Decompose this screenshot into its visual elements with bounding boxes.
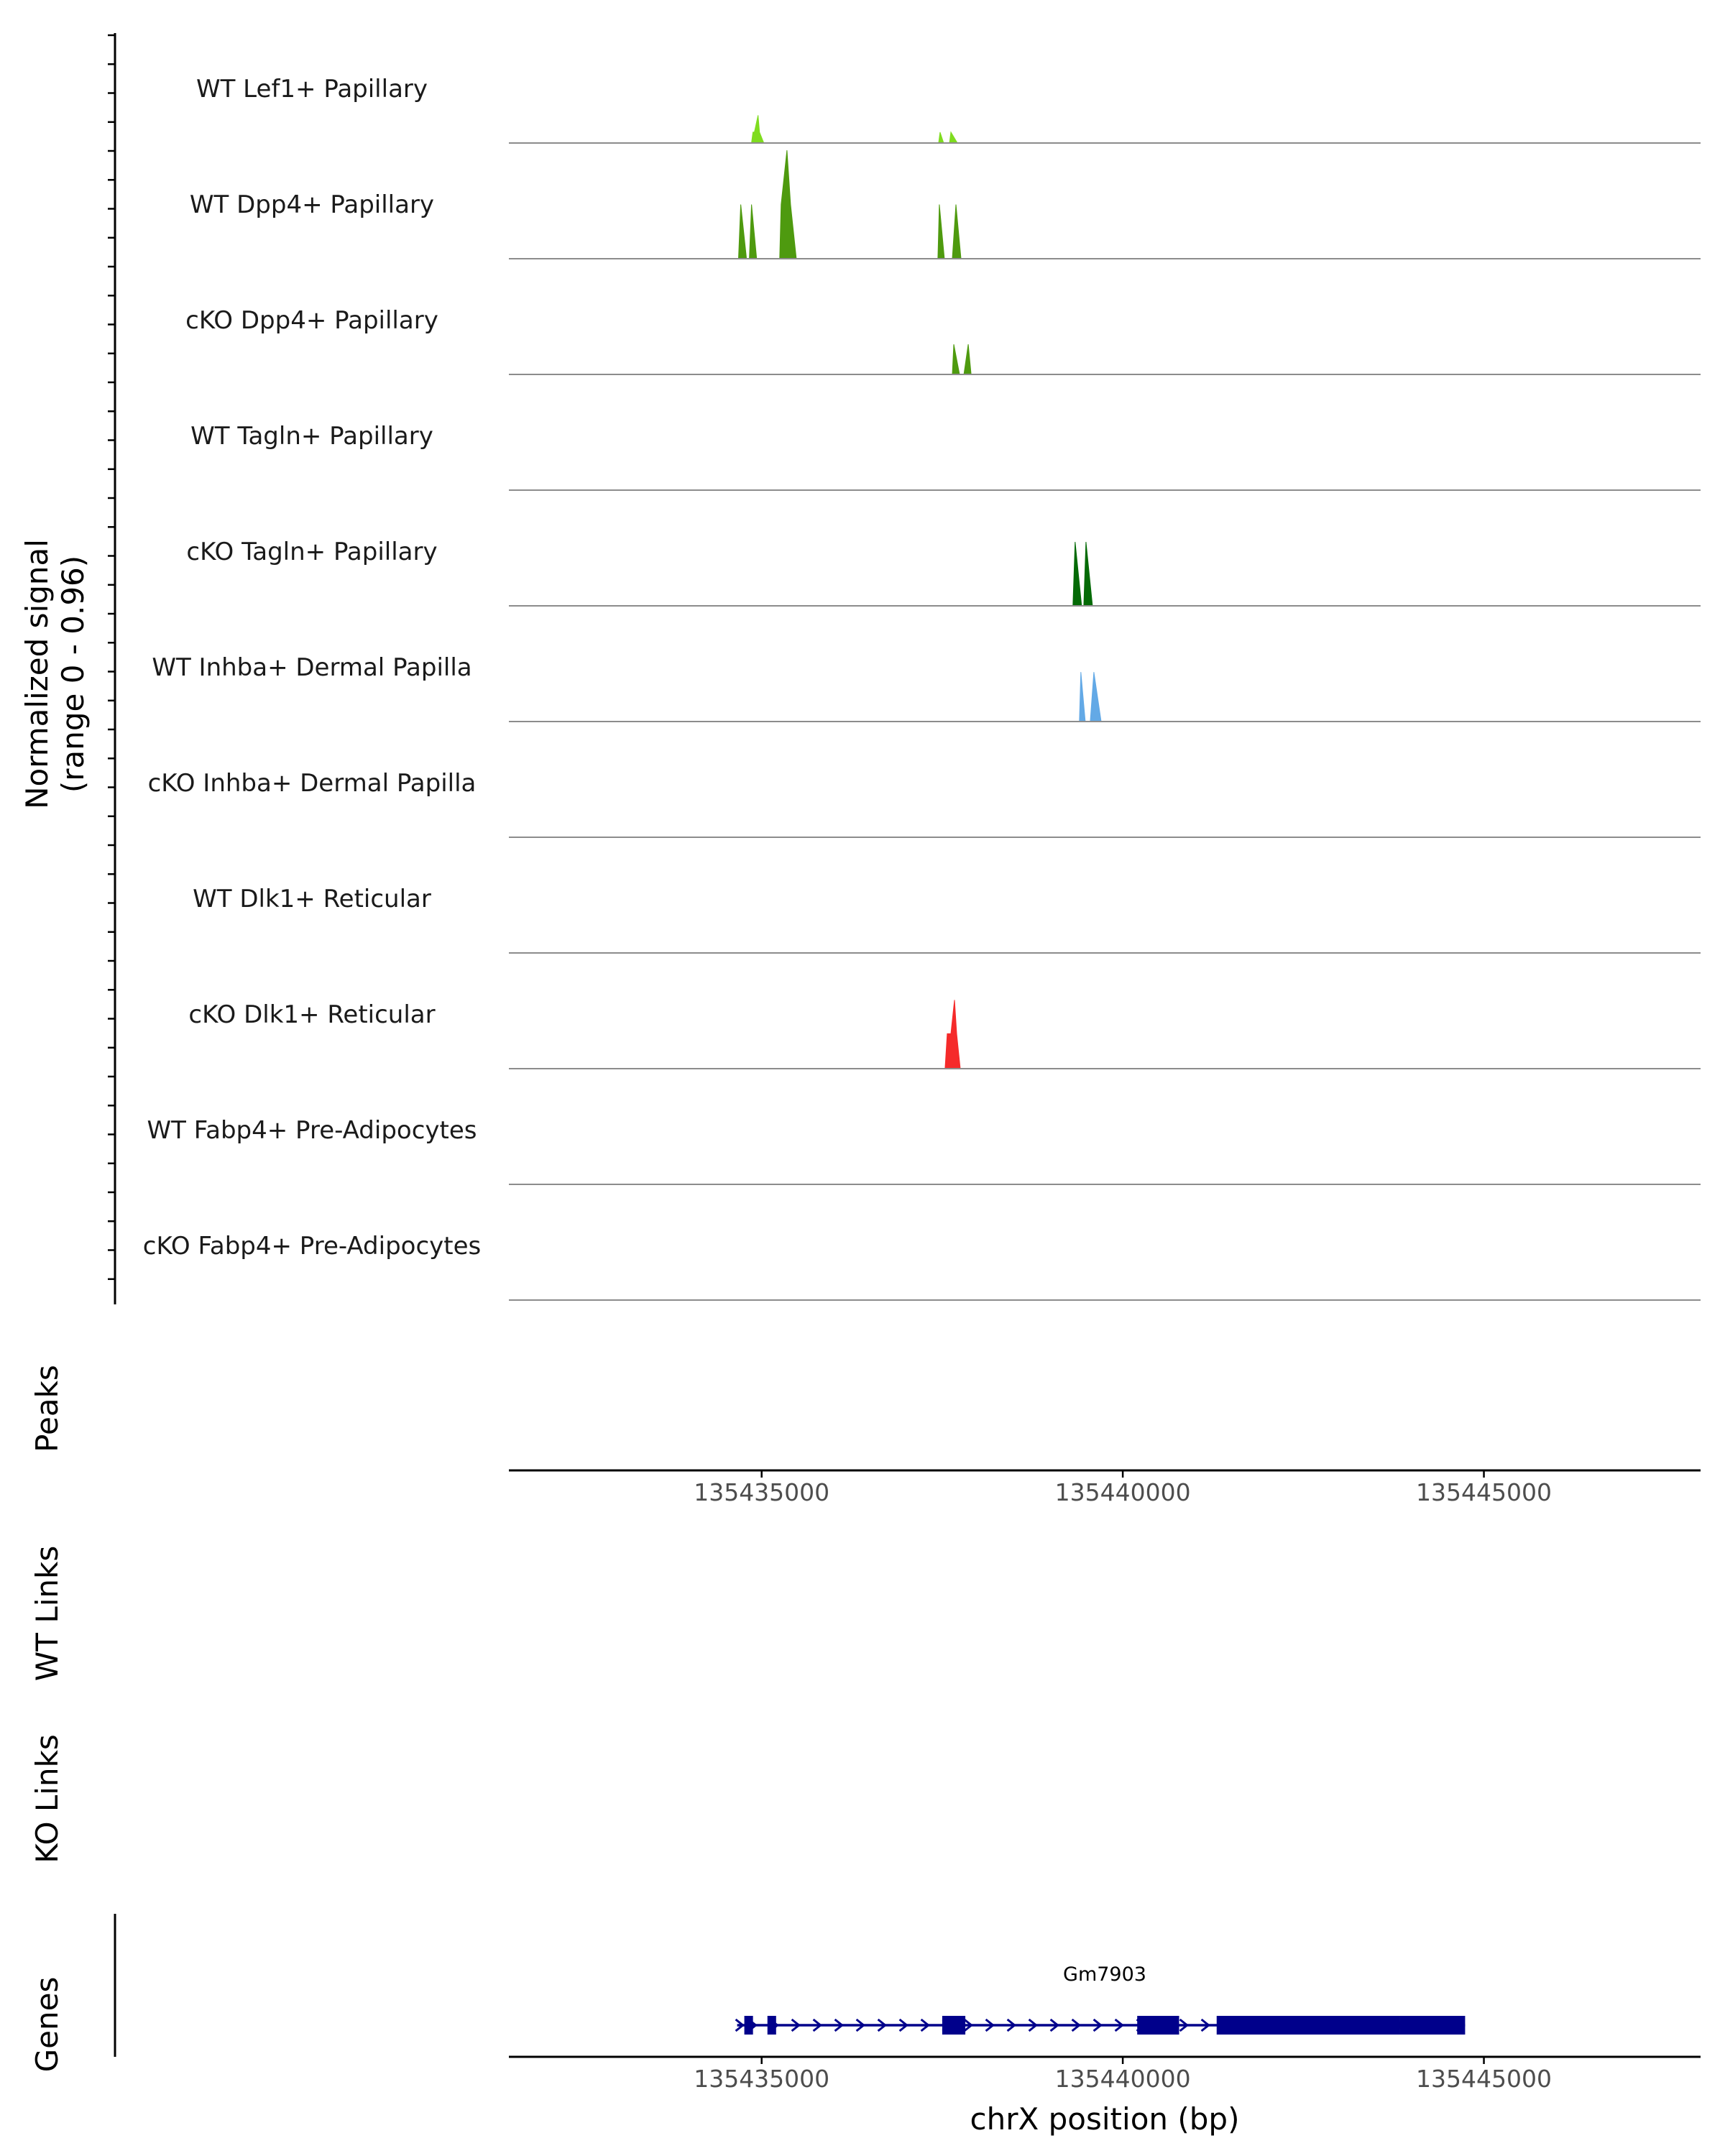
- gene-exon: [744, 2016, 753, 2035]
- track-baselines: [509, 142, 1701, 1301]
- gene-exon: [767, 2016, 776, 2035]
- coverage-peak: [1072, 542, 1093, 607]
- x-tick-label: 135440000: [1055, 2065, 1191, 2093]
- gene-model: [735, 2016, 1466, 2035]
- y-axis-label: Normalized signal (range 0 - 0.96): [19, 539, 91, 809]
- genes-x-ticks: 135435000 135440000 135445000: [694, 2057, 1552, 2093]
- ko-links-panel-label: KO Links: [29, 1734, 65, 1864]
- track-label: cKO Fabp4+ Pre-Adipocytes: [143, 1232, 482, 1261]
- strand-arrow: [1006, 2018, 1016, 2032]
- strand-arrow: [812, 2018, 822, 2032]
- strand-arrow: [898, 2018, 908, 2032]
- gene-start-marker: [735, 2018, 745, 2032]
- x-axis-title: chrX position (bp): [970, 2101, 1240, 2137]
- y-axis-title: Normalized signal: [19, 539, 55, 809]
- track-label: WT Lef1+ Papillary: [196, 75, 428, 103]
- strand-arrow: [963, 2018, 973, 2032]
- track-label: WT Dpp4+ Papillary: [190, 190, 434, 219]
- coverage-peak: [737, 204, 758, 259]
- coverage-peak: [779, 150, 797, 259]
- strand-arrow: [877, 2018, 887, 2032]
- wt-links-panel-label: WT Links: [29, 1546, 65, 1681]
- strand-arrow: [1049, 2018, 1059, 2032]
- track-label: cKO Tagln+ Papillary: [186, 538, 437, 566]
- peaks-panel-label: Peaks: [29, 1365, 65, 1452]
- genes-panel-label: Genes: [29, 1977, 65, 2073]
- strand-arrow: [985, 2018, 995, 2032]
- strand-arrow: [1200, 2018, 1210, 2032]
- track-label: cKO Dlk1+ Reticular: [188, 1000, 435, 1029]
- gene-exon: [1216, 2016, 1400, 2035]
- track-label: WT Dlk1+ Reticular: [193, 885, 431, 913]
- x-tick-label: 135445000: [1416, 2065, 1552, 2093]
- coverage-peak: [751, 115, 765, 144]
- strand-arrow: [1028, 2018, 1038, 2032]
- gene-exon: [1399, 2016, 1466, 2035]
- gene-label: Gm7903: [1063, 1963, 1146, 1986]
- strand-arrow: [791, 2018, 801, 2032]
- strand-arrow: [1071, 2018, 1081, 2032]
- coverage-peak: [952, 344, 972, 375]
- x-tick-label: 135445000: [1416, 1478, 1552, 1506]
- coverage-peak: [944, 1000, 961, 1069]
- track-label: WT Tagln+ Papillary: [190, 422, 433, 451]
- signal-axis-ticks: [108, 33, 116, 1304]
- coverage-peak: [1079, 672, 1102, 722]
- strand-arrow: [855, 2018, 865, 2032]
- gene-exon: [942, 2016, 966, 2035]
- y-axis-range: (range 0 - 0.96): [55, 556, 91, 793]
- coverage-peak: [938, 131, 958, 144]
- x-tick-label: 135440000: [1055, 1478, 1191, 1506]
- strand-arrow: [834, 2018, 844, 2032]
- x-tick-label: 135435000: [694, 2065, 829, 2093]
- track-label: WT Fabp4+ Pre-Adipocytes: [147, 1116, 477, 1145]
- track-label: cKO Dpp4+ Papillary: [185, 306, 438, 335]
- track-label: WT Inhba+ Dermal Papilla: [152, 653, 472, 682]
- strand-arrow: [1092, 2018, 1103, 2032]
- track-label: cKO Inhba+ Dermal Papilla: [148, 769, 477, 798]
- coverage-peak: [937, 204, 962, 259]
- track-labels: WT Lef1+ Papillary WT Dpp4+ Papillary cKO …: [143, 75, 482, 1261]
- peaks-x-ticks: 135435000 135440000 135445000: [694, 1470, 1552, 1506]
- gene-exon: [1137, 2016, 1179, 2035]
- strand-arrow: [1179, 2018, 1189, 2032]
- x-tick-label: 135435000: [694, 1478, 829, 1506]
- strand-arrow: [1114, 2018, 1124, 2032]
- strand-arrow: [920, 2018, 930, 2032]
